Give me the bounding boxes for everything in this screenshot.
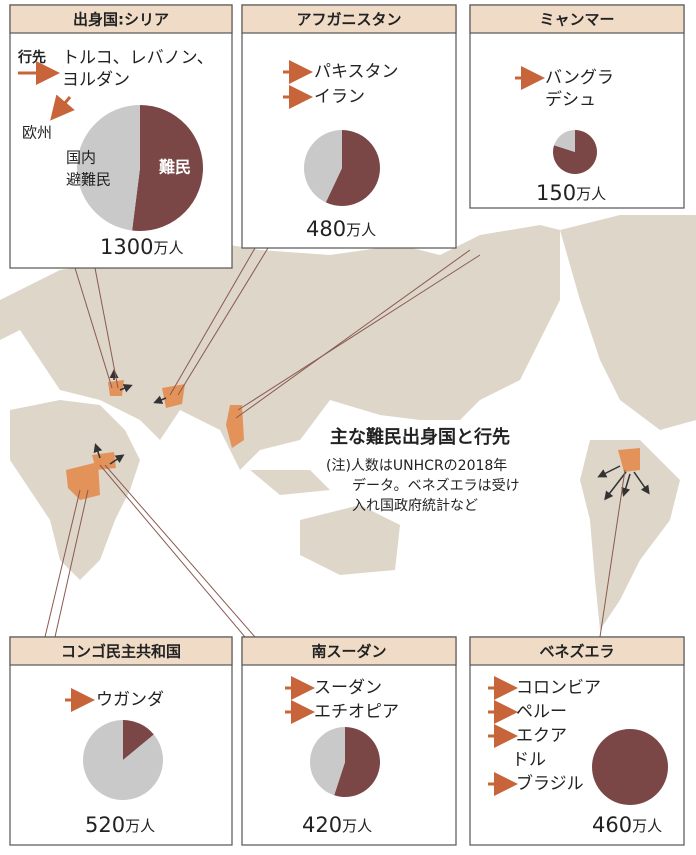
total-unit: 万人	[153, 239, 183, 257]
destination: パキスタン	[314, 62, 399, 82]
total-value: 420	[302, 813, 342, 837]
destination-label: 行先	[17, 49, 46, 66]
total-value: 520	[85, 813, 125, 837]
pie-slice	[132, 105, 203, 231]
panel-title: ミャンマー	[539, 11, 614, 29]
panel-title: ベネズエラ	[539, 643, 614, 661]
pie-slice	[82, 720, 163, 800]
total-unit: 万人	[346, 221, 376, 239]
destination: エチオピア	[314, 702, 399, 722]
note: (注)人数はUNHCRの2018年	[326, 458, 507, 474]
pie-slice	[325, 130, 380, 206]
total: 420万人	[302, 813, 372, 837]
total-unit: 万人	[632, 817, 662, 835]
total: 480万人	[306, 217, 376, 241]
panel-header	[9, 636, 233, 666]
destination: ドル	[512, 750, 546, 770]
destination: ヨルダン	[62, 70, 130, 90]
total-unit: 万人	[125, 817, 155, 835]
total: 520万人	[85, 813, 155, 837]
total: 460万人	[592, 813, 662, 837]
panel-title: 出身国:シリア	[73, 11, 169, 29]
destination: スーダン	[314, 678, 382, 698]
panel-box	[241, 4, 457, 249]
panel-title: アフガニスタン	[296, 11, 401, 29]
total-value: 480	[306, 217, 346, 241]
arrow	[50, 94, 75, 121]
total-unit: 万人	[342, 817, 372, 835]
total-value: 150	[536, 181, 576, 205]
pie-slice	[310, 727, 345, 796]
total-value: 1300	[100, 235, 153, 259]
destination: バングラ	[545, 68, 614, 88]
panel-title: コンゴ民主共和国	[61, 643, 181, 661]
total: 150万人	[536, 181, 606, 205]
destination: ペルー	[516, 702, 567, 722]
destination: デシュ	[545, 89, 596, 110]
panel-header	[469, 4, 685, 34]
pie-slice	[554, 130, 575, 152]
destination: エクア	[516, 726, 567, 746]
total-value: 460	[592, 813, 632, 837]
destination: ウガンダ	[96, 690, 164, 710]
total: 1300万人	[100, 235, 183, 259]
panel-header	[9, 4, 233, 34]
pie-slice	[304, 130, 342, 203]
destination: トルコ、レバノン、	[62, 48, 214, 68]
panel-title: 南スーダン	[311, 643, 386, 661]
pie-slice	[123, 720, 154, 760]
destination: イラン	[314, 87, 365, 107]
slice-label: 避難民	[66, 171, 111, 189]
pie-slice	[553, 130, 598, 174]
note: 入れ国政府統計など	[352, 498, 478, 514]
panel-header	[469, 636, 685, 666]
panel-header	[241, 4, 457, 34]
slice-label: 国内	[66, 149, 96, 167]
total-unit: 万人	[576, 185, 606, 203]
note: データ。ベネズエラは受け	[352, 477, 520, 494]
pie-slice	[334, 727, 381, 797]
pie-slice	[592, 729, 668, 805]
destination: ブラジル	[516, 773, 584, 794]
destination: コロンビア	[516, 678, 601, 698]
panel-header	[241, 636, 457, 666]
slice-label: 難民	[159, 158, 191, 177]
title: 主な難民出身国と行先	[330, 426, 510, 448]
pie-slice	[76, 105, 140, 231]
world-map	[0, 215, 696, 638]
other-destination: 欧州	[22, 124, 52, 142]
panel-box	[469, 4, 685, 209]
